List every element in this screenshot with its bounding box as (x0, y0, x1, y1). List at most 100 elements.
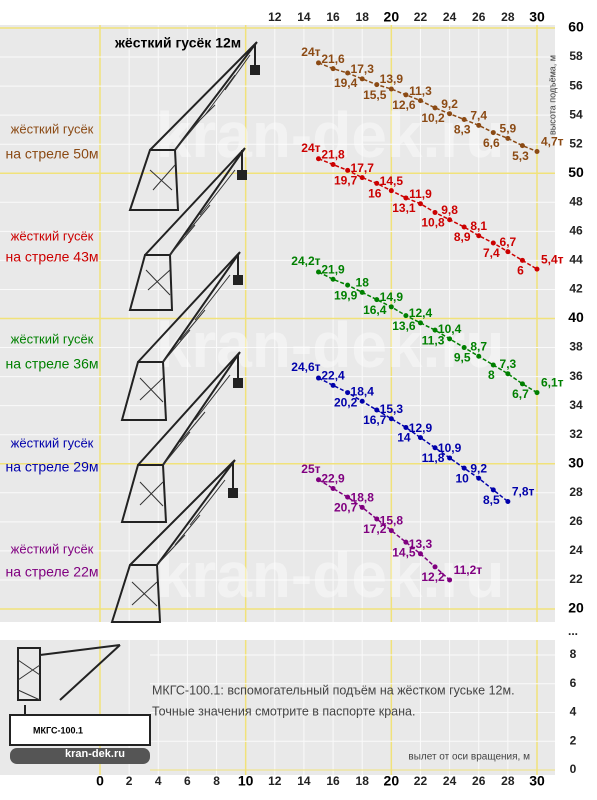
data-point (505, 135, 511, 141)
hook (233, 378, 243, 388)
point-label: 13,3 (409, 537, 433, 551)
data-point (505, 499, 511, 505)
x-axis-label: вылет от оси вращения, м (408, 752, 530, 763)
data-point (534, 266, 540, 272)
point-label: 8,1 (470, 219, 487, 233)
data-point (534, 148, 540, 154)
y-tick-label: 24 (569, 543, 583, 557)
data-point (519, 381, 525, 387)
data-point (447, 336, 453, 342)
watermark: kran-dek.ru (156, 309, 505, 381)
data-point (359, 175, 365, 181)
data-point (388, 188, 394, 194)
data-point (388, 528, 394, 534)
x-tick-label: 12 (268, 774, 282, 788)
point-label: 18,4 (351, 384, 375, 398)
data-point (505, 371, 511, 377)
data-point (345, 494, 351, 500)
point-label: 13,6 (392, 319, 416, 333)
point-label: 8,3 (454, 123, 471, 137)
data-point (316, 375, 321, 381)
data-point (345, 167, 351, 173)
data-point (403, 313, 409, 319)
axis-break: ... (568, 624, 578, 638)
hook (228, 488, 238, 498)
y-tick-label: 54 (569, 107, 583, 121)
point-label: 16 (368, 187, 382, 201)
point-label: 9,8 (441, 203, 458, 217)
data-point (330, 485, 336, 491)
data-point (345, 390, 351, 396)
data-point (374, 297, 380, 303)
legend-label: жёсткий гусёк (11, 121, 94, 136)
data-point (330, 382, 336, 388)
data-point (461, 345, 467, 351)
y-tick-label: 52 (569, 136, 583, 150)
data-point (388, 416, 394, 422)
point-label: 12,4 (409, 306, 433, 320)
data-point (461, 224, 467, 230)
y-axis-label: высота подъёма, м (547, 55, 557, 135)
point-label: 16,4 (363, 303, 387, 317)
point-label: 14,5 (392, 545, 416, 559)
point-label: 19,7 (334, 174, 358, 188)
x-tick-label: 10 (238, 773, 254, 789)
point-label: 22,9 (321, 472, 345, 486)
data-point (330, 66, 336, 72)
point-label: 12,6 (392, 98, 416, 112)
legend-label: жёсткий гусёк (11, 331, 94, 346)
point-label: 10,8 (421, 216, 445, 230)
y-tick-label: 58 (569, 49, 583, 63)
x-tick-label: 2 (126, 774, 133, 788)
point-label: 21,8 (321, 148, 345, 162)
point-label: 21,9 (321, 262, 345, 276)
point-label: 14,5 (380, 174, 404, 188)
legend-label: жёсткий гусёк (11, 541, 94, 556)
series-line (318, 271, 538, 394)
data-point (316, 477, 321, 483)
y-tick-label: 36 (569, 369, 583, 383)
point-label: 17,3 (351, 62, 375, 76)
x-tick-label: 30 (529, 773, 545, 789)
data-point (403, 92, 409, 98)
data-point (490, 362, 496, 368)
data-point (447, 111, 453, 117)
x-tick-label: 26 (472, 774, 486, 788)
point-label: 21,6 (321, 52, 345, 66)
point-label: 9,2 (441, 97, 458, 111)
data-point (519, 257, 525, 263)
crane-drawings (110, 41, 260, 623)
y-tick-label: 44 (569, 253, 583, 267)
legend-label: жёсткий гусёк (11, 228, 94, 243)
data-point (432, 209, 438, 215)
point-label: 18,8 (351, 490, 375, 504)
data-point (432, 105, 438, 111)
grid (0, 25, 555, 775)
point-label: 12,2 (421, 570, 445, 584)
x-tick-label: 28 (501, 774, 515, 788)
watermark: kran-dek.ru (156, 539, 505, 611)
legend-label: на стреле 22м (6, 564, 99, 580)
series-line (318, 158, 538, 270)
x-tick-label: 28 (501, 10, 515, 24)
point-label: 13,9 (380, 72, 404, 86)
crane-model: МКГС-100.1 (33, 725, 83, 735)
data-point (359, 504, 365, 510)
y-tick-label: 4 (570, 705, 577, 719)
series-line (318, 62, 538, 153)
y-tick-label: 38 (569, 340, 583, 354)
point-label: 8 (488, 368, 495, 382)
data-point (316, 156, 321, 162)
x-tick-label: 20 (384, 9, 400, 25)
point-label: 10,2 (421, 111, 445, 125)
data-point (374, 82, 380, 88)
data-point (417, 551, 423, 557)
data-point (476, 475, 482, 481)
data-point (461, 465, 467, 471)
point-label: 5,3 (512, 149, 529, 163)
x-tick-label: 4 (155, 774, 162, 788)
data-point (359, 76, 365, 82)
data-point (345, 70, 351, 76)
point-label: 11,3 (422, 333, 445, 347)
series-line (318, 377, 509, 503)
